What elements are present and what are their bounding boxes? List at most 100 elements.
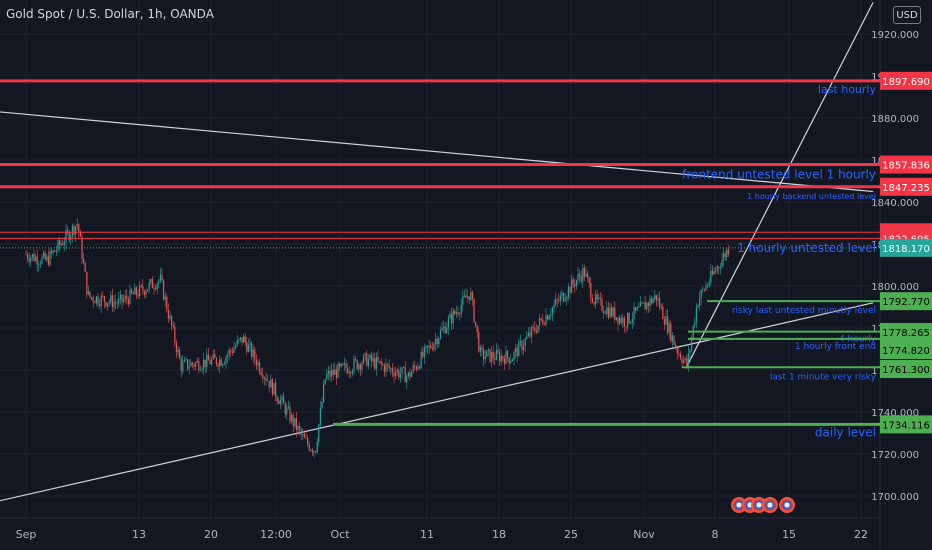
price-tag[interactable] (880, 177, 932, 196)
candle (316, 441, 318, 452)
us-flag-icon[interactable] (762, 497, 778, 513)
trend-line[interactable] (0, 302, 874, 507)
candle (523, 346, 525, 350)
candle (183, 359, 185, 362)
candle (115, 301, 117, 303)
candle (724, 253, 726, 258)
candle (291, 414, 293, 422)
candle (711, 270, 713, 275)
candle (55, 250, 57, 252)
trend-line[interactable] (686, 2, 874, 367)
candle (691, 337, 693, 350)
us-flag-icon[interactable] (779, 497, 795, 513)
price-tag-label: 1857.836 (882, 161, 930, 172)
candle (119, 294, 121, 299)
candle (118, 298, 120, 304)
candle (135, 287, 137, 295)
price-tag[interactable] (880, 360, 932, 378)
candle (687, 353, 689, 367)
candle (305, 437, 307, 439)
candle (460, 304, 462, 314)
chart-title[interactable]: Gold Spot / U.S. Dollar, 1h, OANDA (6, 7, 214, 21)
candle (233, 348, 235, 353)
candle (51, 251, 53, 254)
candle (633, 307, 635, 320)
y-tick-label: 1720.000 (871, 450, 919, 461)
candle (415, 366, 417, 370)
candle (204, 359, 206, 367)
candle (228, 349, 230, 355)
candle (473, 298, 475, 322)
x-tick-label: 8 (712, 528, 719, 541)
candle (126, 295, 128, 300)
candle (257, 362, 259, 366)
candle (385, 364, 387, 372)
candle (203, 359, 205, 369)
candle (443, 326, 445, 329)
candle (201, 368, 203, 371)
currency-button[interactable]: USD (893, 6, 921, 24)
candle (430, 345, 432, 348)
candle (622, 318, 624, 323)
candle (182, 361, 184, 372)
price-tag[interactable] (880, 238, 932, 257)
candle (686, 358, 688, 367)
candle (654, 295, 656, 300)
candle (219, 359, 221, 367)
candle (383, 364, 385, 372)
candle (252, 349, 254, 357)
candle (28, 258, 30, 262)
candle (487, 349, 489, 351)
candle (27, 254, 29, 259)
candle (371, 354, 373, 362)
candle (156, 283, 158, 290)
price-tag-label: 1774.820 (882, 346, 930, 357)
price-tag[interactable] (880, 292, 932, 311)
candle (246, 342, 248, 353)
price-tag-label: 1761.300 (882, 365, 930, 376)
trend-line[interactable] (0, 110, 874, 193)
price-tag[interactable] (880, 71, 932, 90)
candle (516, 347, 518, 357)
level-note: 1 hourly backend untested level (747, 192, 876, 201)
candle (193, 364, 195, 367)
candle (361, 363, 363, 370)
candle (382, 364, 384, 365)
candle (335, 369, 337, 378)
candle (644, 302, 646, 310)
candle (670, 323, 672, 342)
candle (303, 434, 305, 438)
candle (243, 336, 245, 343)
price-tag[interactable] (880, 323, 932, 341)
candle (268, 380, 270, 388)
candle (571, 279, 573, 293)
candle (431, 347, 433, 350)
candle (438, 338, 440, 345)
candle (254, 349, 256, 360)
candle (478, 332, 480, 352)
candle (215, 357, 217, 365)
price-tag[interactable] (880, 155, 932, 174)
candle (107, 303, 109, 307)
candle (329, 370, 331, 377)
candle (716, 266, 718, 271)
candle (315, 451, 317, 452)
candle (358, 364, 360, 369)
candle (486, 350, 488, 357)
price-tag[interactable] (880, 341, 932, 359)
candle (164, 296, 166, 300)
candle (619, 317, 621, 324)
candle (689, 349, 691, 354)
candle (547, 315, 549, 320)
candle (163, 280, 165, 300)
candle (606, 307, 608, 314)
candle (721, 259, 723, 268)
candle (369, 354, 371, 359)
candle (180, 358, 182, 372)
price-tag[interactable] (880, 415, 932, 434)
candle (25, 254, 27, 256)
candle (71, 225, 73, 236)
candle (465, 295, 467, 298)
